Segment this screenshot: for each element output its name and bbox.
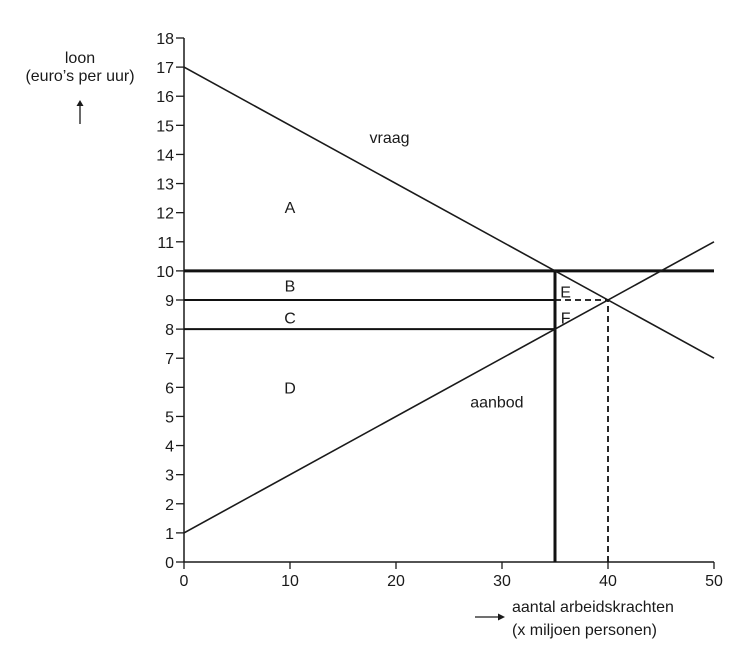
x-tick-label: 50 <box>705 573 723 590</box>
y-tick-label: 4 <box>165 439 174 456</box>
area-label-F: F <box>561 310 571 327</box>
x-tick-label: 30 <box>493 573 511 590</box>
x-axis-ticks: 0 10 20 30 40 50 <box>180 562 723 590</box>
area-label-E: E <box>560 284 571 301</box>
x-tick-label: 0 <box>180 573 189 590</box>
y-tick-label: 15 <box>156 118 174 135</box>
y-tick-label: 18 <box>156 31 174 48</box>
y-tick-label: 0 <box>165 555 174 572</box>
x-axis-title: aantal arbeidskrachten (x miljoen person… <box>475 599 674 639</box>
y-tick-label: 7 <box>165 351 174 368</box>
y-axis-title-line-2: (euro’s per uur) <box>25 68 134 85</box>
y-axis-title-line-1: loon <box>65 50 95 67</box>
x-axis-title-line-2: (x miljoen personen) <box>512 622 657 639</box>
y-tick-label: 12 <box>156 206 174 223</box>
area-labels: A BC D EF <box>284 200 571 397</box>
y-tick-label: 6 <box>165 380 174 397</box>
y-tick-label: 16 <box>156 89 174 106</box>
y-tick-label: 14 <box>156 147 174 164</box>
arrow-right-icon <box>475 613 505 621</box>
series-line-vraag <box>184 66 715 359</box>
area-label-C: C <box>284 310 296 327</box>
y-tick-label: 5 <box>165 409 174 426</box>
y-tick-label: 17 <box>156 60 174 77</box>
area-label-D: D <box>284 380 296 397</box>
y-tick-label: 8 <box>165 322 174 339</box>
series-line-aanbod <box>184 241 715 534</box>
y-tick-label: 10 <box>156 264 174 281</box>
curve-label-aanbod: aanbod <box>470 395 523 412</box>
curve-label-vraag: vraag <box>370 130 410 147</box>
y-axis-title: loon (euro’s per uur) <box>25 50 135 124</box>
y-tick-label: 13 <box>156 177 174 194</box>
reference-lines <box>184 269 714 562</box>
area-label-B: B <box>285 278 296 295</box>
y-tick-label: 9 <box>165 293 174 310</box>
y-tick-label: 1 <box>165 526 174 543</box>
y-tick-label: 2 <box>165 497 174 514</box>
curves <box>184 66 715 534</box>
y-tick-label: 11 <box>157 235 174 252</box>
y-tick-label: 3 <box>165 468 174 485</box>
x-tick-label: 10 <box>281 573 299 590</box>
arrow-up-icon <box>76 100 84 124</box>
x-tick-label: 40 <box>599 573 617 590</box>
curve-labels: vraag aanbod <box>370 130 524 412</box>
x-tick-label: 20 <box>387 573 405 590</box>
x-axis-title-line-1: aantal arbeidskrachten <box>512 599 674 616</box>
area-label-A: A <box>285 200 296 217</box>
